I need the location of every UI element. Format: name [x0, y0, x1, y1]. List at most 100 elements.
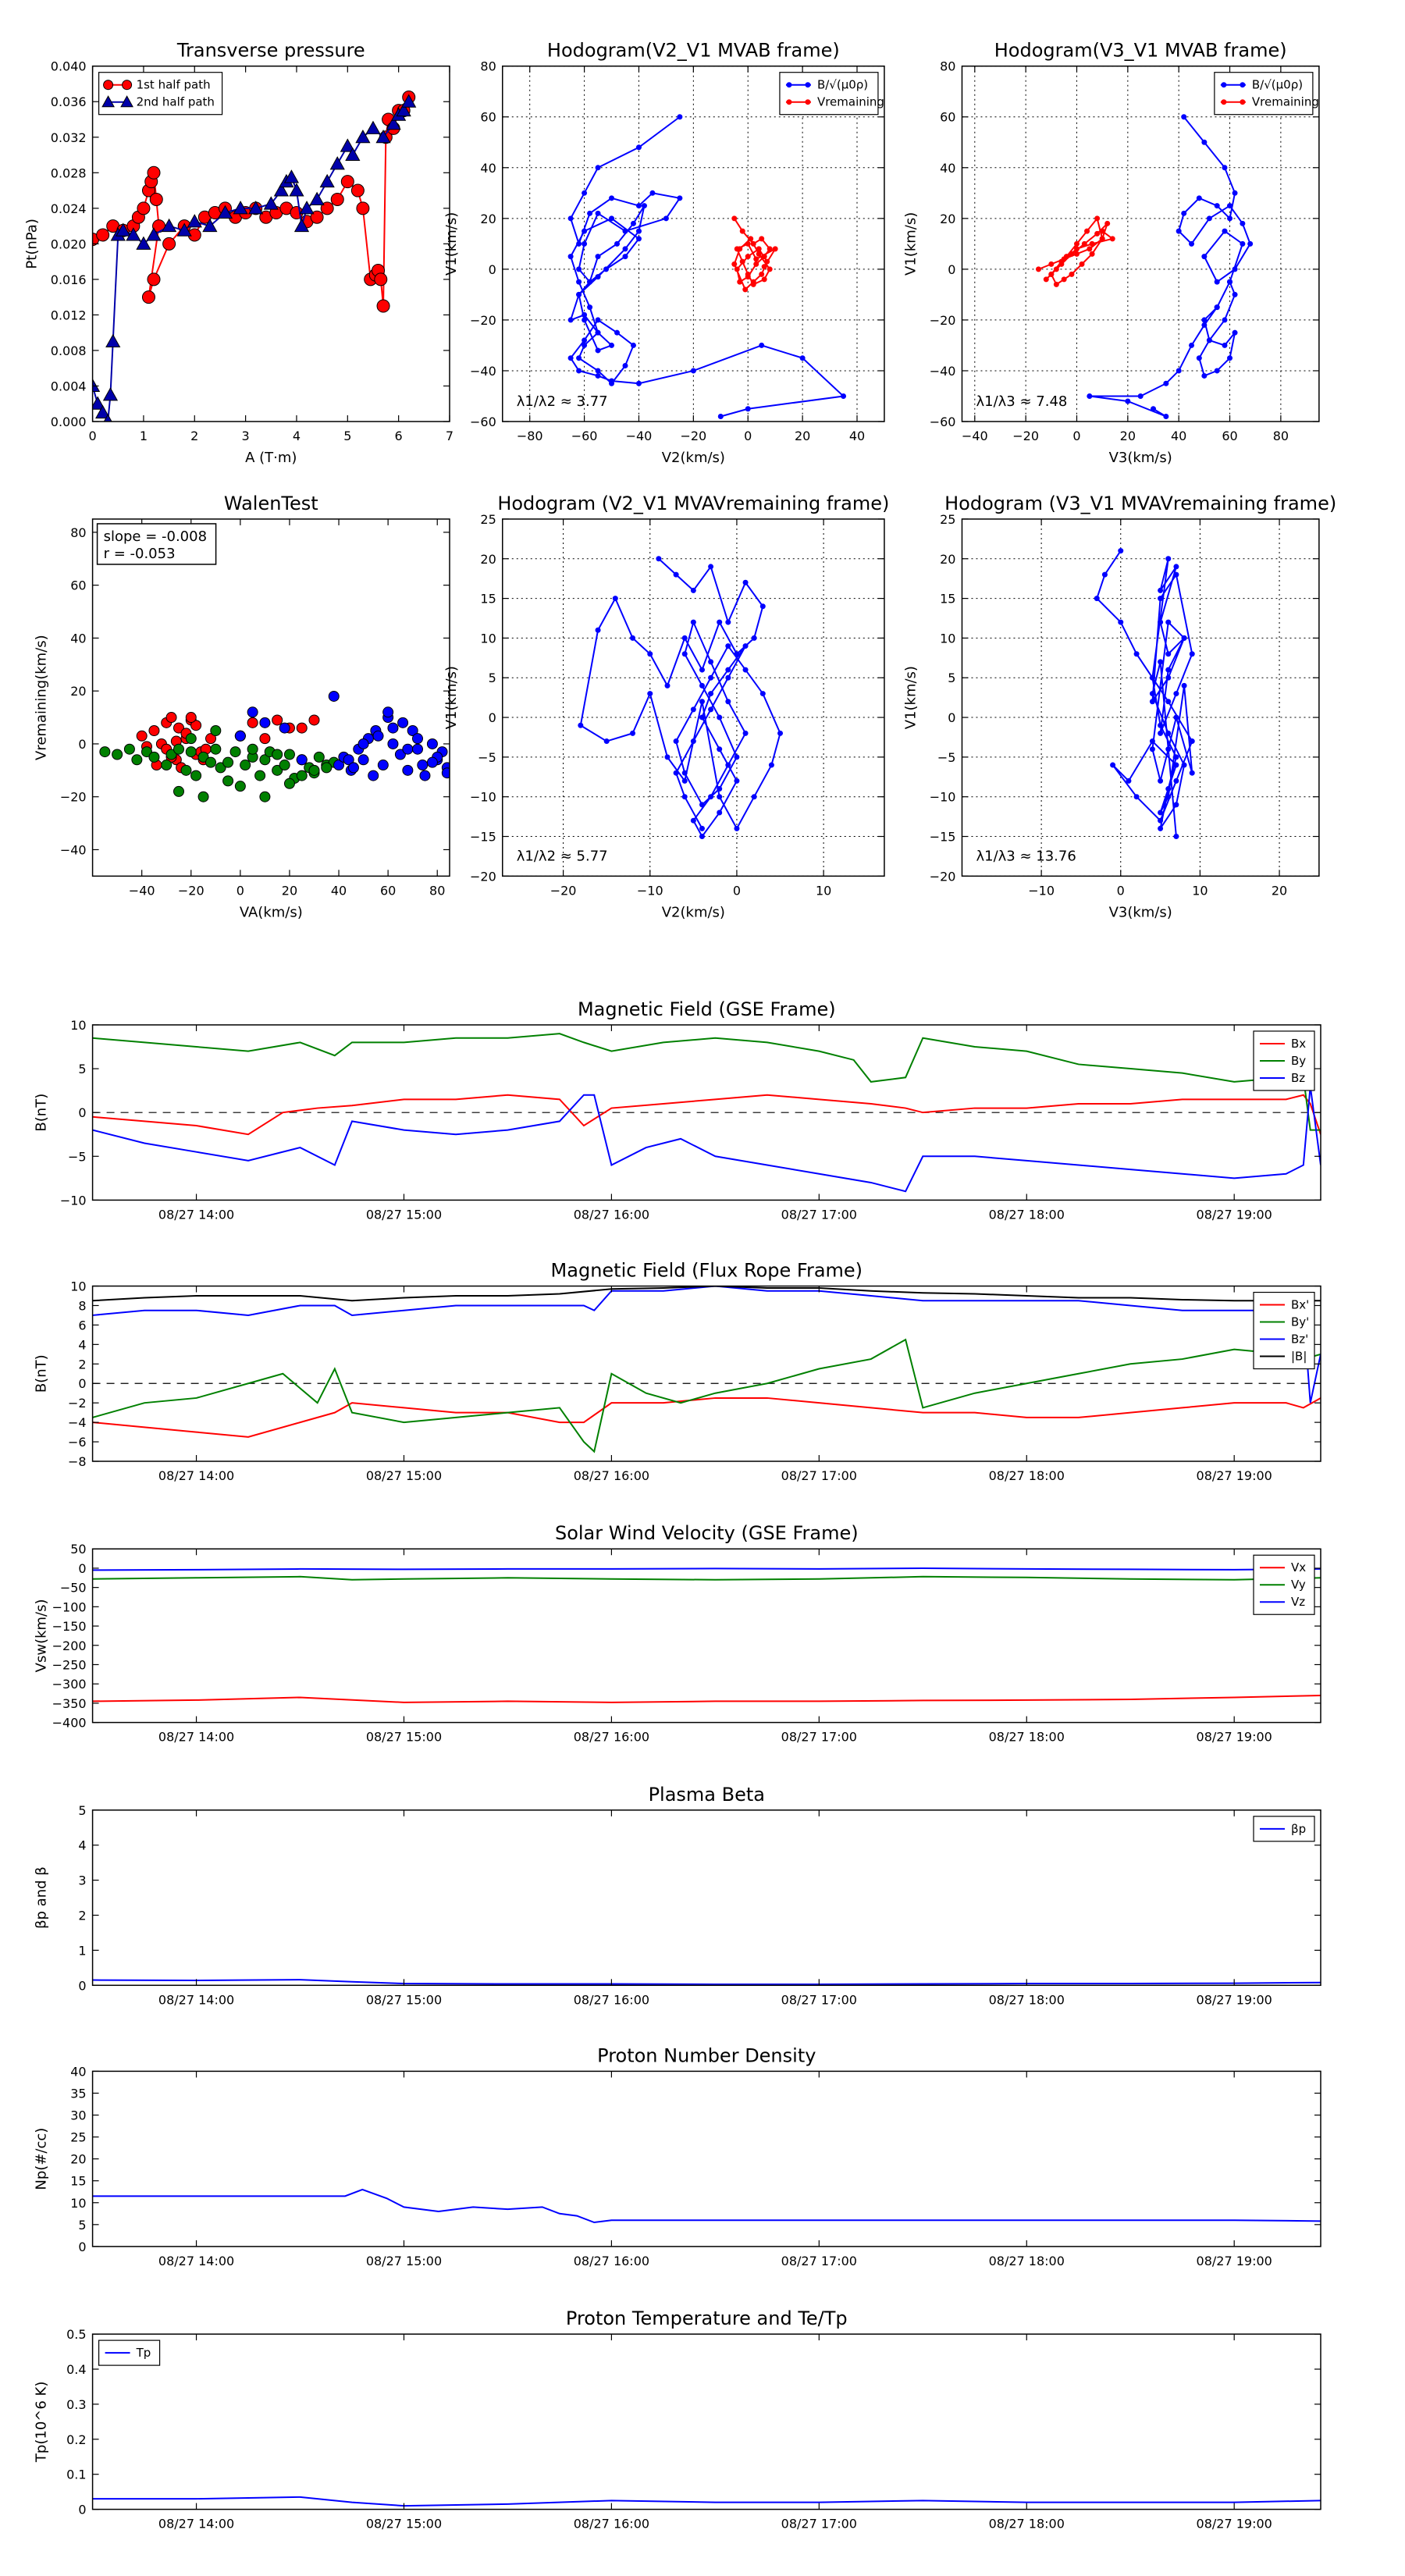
data-point [1053, 266, 1059, 272]
x-tick-label: 80 [1273, 429, 1289, 443]
data-point [756, 246, 762, 252]
plot-area [92, 1979, 1321, 1985]
data-point [750, 240, 756, 247]
data-point [635, 236, 642, 242]
series-vremaining [1035, 215, 1115, 287]
data-point [1206, 337, 1212, 343]
data-point [272, 714, 283, 726]
data-point [622, 228, 628, 234]
data-point [356, 201, 370, 215]
y-tick-label: −300 [52, 1677, 87, 1692]
data-point [407, 725, 418, 736]
series-line [92, 1094, 1321, 1136]
data-point [126, 227, 141, 241]
data-point [734, 651, 740, 657]
data-point [1104, 220, 1111, 226]
data-point [753, 261, 759, 267]
plot-area [92, 1286, 1321, 1453]
data-point [1163, 380, 1169, 386]
legend-marker [1240, 82, 1246, 88]
x-tick-label: 08/27 19:00 [1197, 1730, 1272, 1745]
chart-title: Proton Temperature and Te/Tp [566, 2307, 848, 2329]
x-tick-label: 5 [343, 429, 351, 443]
data-point [340, 175, 354, 189]
series-b-0- [1087, 114, 1254, 419]
y-tick-label: 5 [78, 1803, 86, 1818]
x-tick-label: 6 [395, 429, 403, 443]
y-axis-label: V1(km/s) [443, 212, 460, 276]
x-tick-label: 0 [1072, 429, 1080, 443]
y-tick-label: 25 [480, 512, 496, 527]
y-tick-label: −6 [68, 1435, 87, 1450]
data-point [185, 733, 197, 745]
data-point [681, 651, 688, 657]
data-point [767, 246, 773, 252]
data-point [1149, 738, 1155, 745]
data-point [1240, 220, 1246, 226]
data-point [595, 329, 601, 336]
y-tick-label: 0 [78, 1978, 86, 1993]
data-point [635, 144, 642, 151]
data-point [647, 691, 653, 697]
y-tick-label: 0 [78, 2240, 86, 2254]
data-point [799, 355, 806, 361]
data-point [1125, 398, 1131, 404]
x-tick-label: 08/27 19:00 [1197, 1468, 1272, 1483]
series-bx- [92, 1397, 1321, 1438]
data-point [283, 169, 300, 183]
data-point [1069, 251, 1075, 257]
data-point [397, 717, 409, 728]
y-tick-label: 25 [70, 2130, 86, 2145]
data-point [1158, 809, 1164, 816]
y-tick-label: 0.008 [51, 343, 87, 358]
data-point [1151, 406, 1157, 412]
data-point [582, 317, 588, 323]
data-point [681, 770, 688, 776]
data-point [1094, 596, 1100, 602]
legend-box [1214, 72, 1314, 116]
data-point [664, 682, 670, 688]
data-point [756, 251, 762, 257]
data-point [635, 380, 642, 386]
x-tick-label: 40 [331, 883, 347, 898]
data-point [1181, 682, 1187, 688]
y-tick-label: 0.4 [66, 2362, 86, 2377]
data-point [717, 413, 724, 419]
x-axis-label: V2(km/s) [662, 450, 725, 466]
y-tick-label: −20 [470, 313, 496, 328]
y-tick-label: 0 [489, 710, 496, 725]
legend: B/√(μ0ρ) Vremaining [1214, 72, 1319, 116]
chart-walen: −40 −20 0 20 40 60 80 −40 −20 0 20 40 60 80 WalenTest V… [34, 493, 450, 920]
x-tick-label: 08/27 15:00 [366, 2254, 442, 2268]
data-point [725, 643, 731, 649]
data-point [690, 738, 696, 745]
series-line [92, 1338, 1321, 1453]
legend-marker [101, 95, 115, 108]
data-point [731, 261, 738, 267]
x-tick-label: −10 [637, 883, 663, 898]
x-tick-label: 08/27 18:00 [989, 1992, 1065, 2007]
data-point [1227, 279, 1233, 285]
data-point [690, 619, 696, 625]
chart-title: Hodogram(V2_V1 MVAB frame) [547, 40, 840, 62]
data-point [222, 756, 234, 768]
chart-title: Proton Number Density [597, 2044, 816, 2066]
data-point [759, 603, 766, 610]
chart-pt: 0 1 2 3 4 5 6 7 0.000 0.004 0.008 0.012 0.016 0.020 0.… [24, 40, 454, 466]
data-point [717, 794, 723, 800]
y-tick-label: 3 [78, 1873, 86, 1888]
data-point [1081, 240, 1087, 247]
data-point [578, 722, 584, 728]
series-vremaining [731, 215, 778, 293]
data-point [1158, 659, 1164, 665]
plot-area [92, 2496, 1321, 2507]
y-tick-label: 5 [78, 1062, 86, 1076]
data-point [767, 266, 773, 272]
y-tick-label: 5 [489, 671, 496, 685]
data-point [699, 667, 705, 673]
data-point [217, 205, 233, 219]
data-point [102, 387, 119, 401]
plot-area [1035, 114, 1254, 419]
data-point [374, 272, 388, 286]
legend-label: Vremaining [817, 95, 884, 109]
